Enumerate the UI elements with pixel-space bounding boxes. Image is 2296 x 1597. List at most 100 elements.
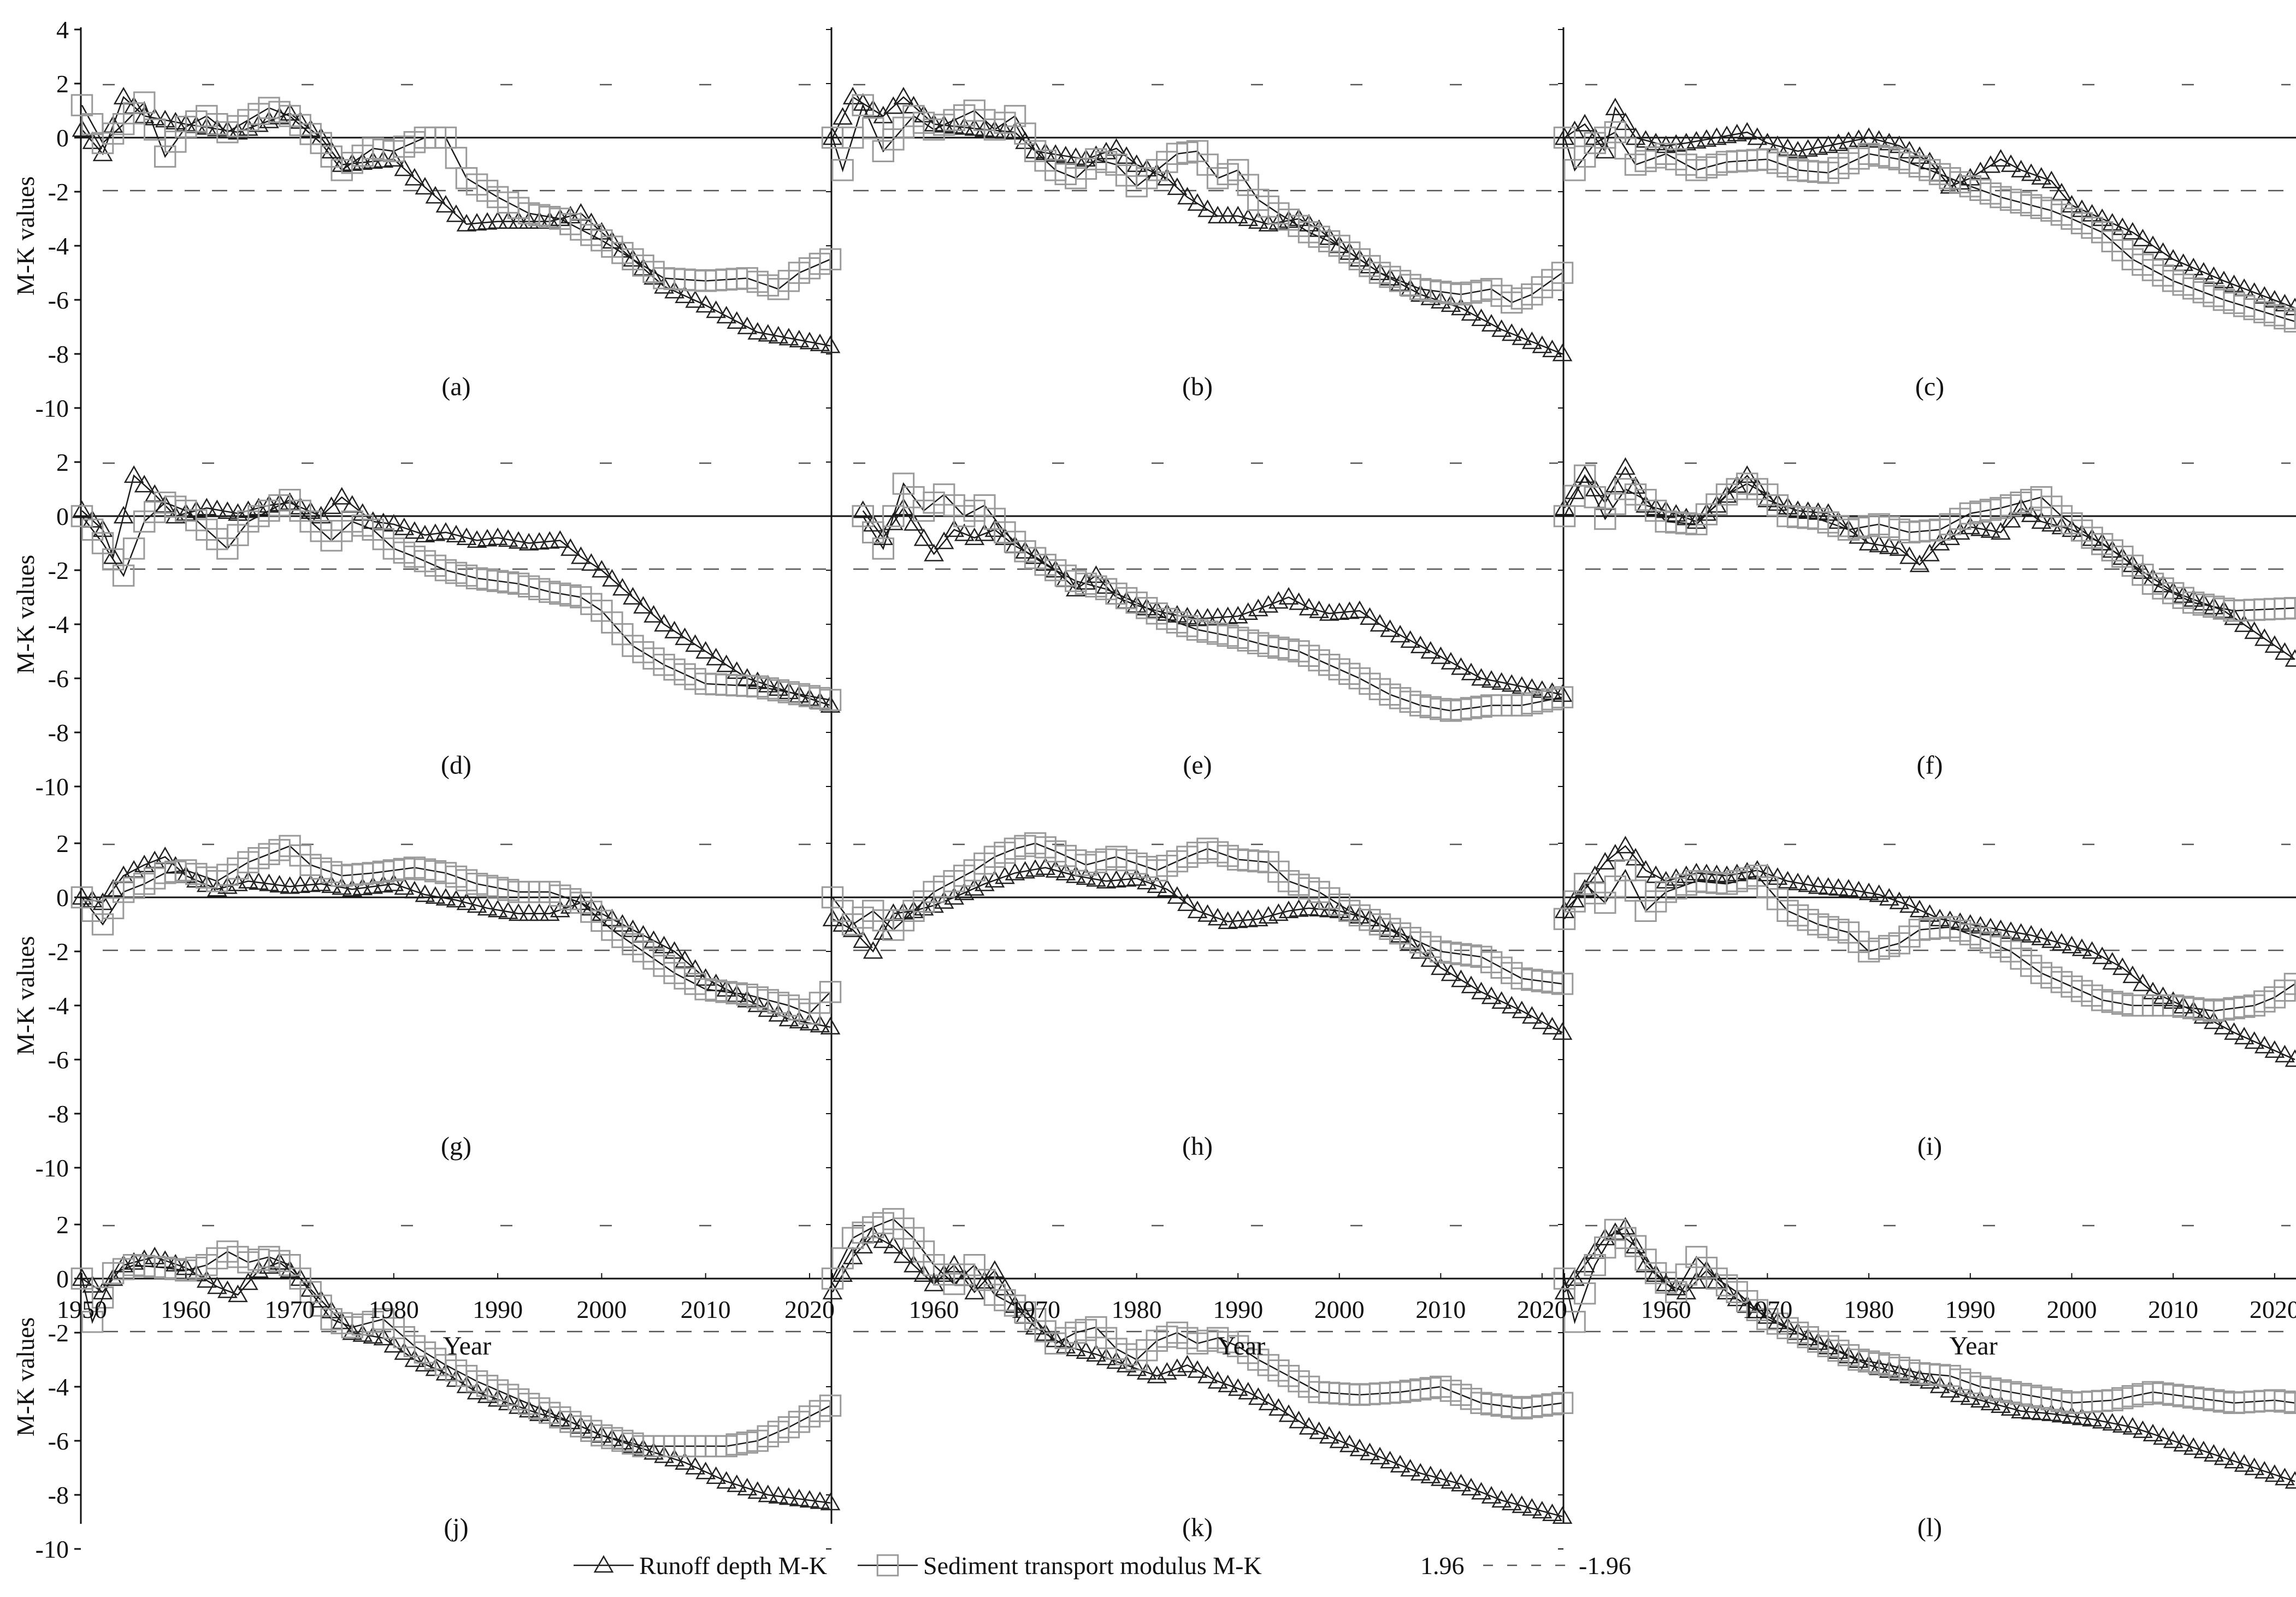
x-tick-label: 1960	[161, 1296, 211, 1323]
runoff-marker	[2193, 1440, 2214, 1458]
runoff-marker	[1869, 535, 1890, 553]
runoff-marker	[2041, 170, 2062, 188]
panel-label: (h)	[1182, 1132, 1213, 1161]
runoff-marker	[1451, 298, 1471, 316]
runoff-marker	[207, 499, 227, 517]
runoff-marker	[2082, 941, 2102, 959]
sediment-marker	[81, 1310, 104, 1333]
runoff-marker	[217, 1280, 238, 1298]
x-tick-label: 1960	[1641, 1296, 1691, 1323]
x-tick-label: 2020	[2250, 1296, 2296, 1323]
runoff-marker	[747, 1481, 768, 1499]
runoff-marker	[1086, 1344, 1106, 1362]
runoff-marker	[2244, 621, 2265, 639]
runoff-marker	[1177, 893, 1197, 911]
y-tick-label: -4	[48, 1373, 69, 1401]
runoff-marker	[924, 1274, 944, 1292]
runoff-marker	[822, 127, 843, 145]
runoff-marker	[1552, 1506, 1573, 1524]
runoff-marker	[394, 877, 415, 895]
runoff-marker	[695, 641, 716, 659]
runoff-marker	[1512, 327, 1532, 345]
runoff-marker	[2031, 1403, 2052, 1421]
runoff-marker	[1869, 884, 1890, 902]
runoff-marker	[1177, 187, 1197, 205]
runoff-marker	[394, 158, 415, 176]
runoff-marker	[685, 290, 705, 308]
runoff-marker	[2285, 1049, 2296, 1067]
runoff-markers	[1554, 97, 2296, 316]
runoff-marker	[675, 1452, 695, 1470]
runoff-marker	[2112, 957, 2133, 975]
runoff-marker	[2275, 1468, 2295, 1486]
runoff-marker	[1461, 975, 1482, 993]
runoff-marker	[1278, 587, 1299, 605]
runoff-marker	[2031, 167, 2052, 185]
runoff-marker	[1491, 319, 1512, 337]
runoff-marker	[1430, 646, 1451, 664]
runoff-marker	[2133, 228, 2153, 247]
runoff-marker	[2264, 635, 2285, 653]
runoff-marker	[1808, 876, 1828, 894]
runoff-marker	[467, 895, 487, 913]
y-tick-label: 2	[56, 448, 69, 476]
runoff-marker	[1319, 1426, 1339, 1444]
panel-b: (b)	[821, 84, 1574, 401]
runoff-marker	[1451, 657, 1471, 675]
runoff-marker	[592, 560, 612, 578]
runoff-markers	[822, 1225, 1573, 1524]
sediment-markers	[1553, 1219, 2296, 1414]
legend: Runoff depth M-K Sediment transport modul…	[574, 1552, 1631, 1580]
runoff-marker	[1430, 957, 1451, 975]
runoff-marker	[1787, 872, 1808, 890]
runoff-marker	[1360, 607, 1380, 625]
runoff-marker	[727, 311, 747, 329]
runoff-marker	[238, 1272, 258, 1290]
sediment-markers	[70, 1240, 842, 1458]
runoff-marker	[873, 1230, 894, 1249]
runoff-marker	[2122, 1417, 2143, 1435]
runoff-marker	[508, 903, 529, 921]
runoff-marker	[2031, 511, 2052, 529]
sediment-marker	[876, 1554, 899, 1577]
runoff-marker	[1980, 520, 2001, 538]
runoff-marker	[1136, 1362, 1157, 1380]
runoff-marker	[2021, 925, 2041, 943]
runoff-marker	[1532, 1500, 1553, 1519]
runoff-marker	[1595, 141, 1615, 159]
runoff-marker	[1889, 538, 1910, 556]
runoff-marker	[1207, 1371, 1228, 1389]
y-axis: 4 2 0 -2 -4 -6 -8 -10 M-K values 2 0 -2 -4 -6 -8 -10 M-K…	[11, 16, 1563, 1563]
runoff-marker	[924, 543, 944, 561]
runoff-marker	[1778, 871, 1798, 889]
runoff-marker	[1491, 1490, 1512, 1508]
panel-frames	[80, 27, 1565, 1524]
runoff-marker	[1086, 869, 1106, 887]
runoff-marker	[1390, 1454, 1410, 1472]
runoff-marker	[1349, 600, 1370, 618]
runoff-marker	[964, 527, 985, 545]
runoff-marker	[1420, 287, 1441, 305]
runoff-marker	[706, 1466, 727, 1484]
runoff-marker	[1258, 595, 1279, 613]
x-axis-label: Year	[443, 1332, 491, 1361]
sediment-marker	[1573, 1282, 1596, 1305]
runoff-marker	[1461, 663, 1482, 681]
panel-label: (k)	[1182, 1513, 1213, 1542]
panel-label: (g)	[441, 1132, 471, 1161]
runoff-marker	[1410, 635, 1431, 653]
runoff-marker	[446, 204, 467, 222]
runoff-marker	[1889, 891, 1910, 909]
runoff-marker	[1909, 554, 1930, 572]
y-tick-label: -2	[48, 1319, 69, 1347]
runoff-marker	[799, 1490, 820, 1508]
runoff-marker	[1798, 874, 1819, 892]
runoff-marker	[1218, 1374, 1238, 1393]
runoff-marker	[685, 1457, 705, 1475]
runoff-markers	[1554, 836, 2296, 1067]
runoff-marker	[964, 118, 985, 136]
x-tick-label: 2020	[784, 1296, 835, 1323]
runoff-marker	[2264, 1040, 2285, 1058]
runoff-marker	[1187, 901, 1208, 919]
